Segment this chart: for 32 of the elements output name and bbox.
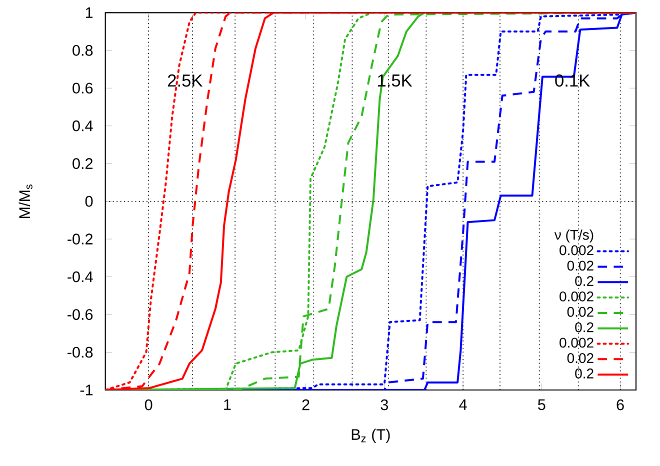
y-tick-label: 0.2 (72, 158, 93, 170)
legend-label: 0.02 (567, 353, 594, 364)
y-tick-label: 0.8 (72, 44, 93, 56)
legend-label: 0.2 (575, 276, 594, 286)
x-tick-label: 6 (616, 399, 624, 410)
annotation: 2.5K (168, 74, 203, 87)
legend-label: 0.2 (575, 368, 594, 378)
x-tick-label: 1 (224, 399, 231, 410)
x-tick-label: 2 (302, 399, 310, 410)
legend-label: 0.02 (567, 260, 594, 271)
y-tick-label: -0.8 (68, 346, 93, 358)
legend-label: 0.002 (560, 245, 594, 256)
x-tick-label: 0 (144, 399, 152, 410)
y-tick-label: -0.6 (68, 309, 93, 320)
annotation: 0.1K (555, 74, 590, 87)
x-tick-label: 4 (459, 399, 467, 410)
y-tick-label: 0.4 (72, 120, 93, 132)
legend-label: 0.002 (560, 292, 594, 302)
y-tick-label: 1 (86, 7, 93, 18)
x-tick-label: 3 (380, 399, 388, 410)
legend-title: ν (T/s) (554, 230, 594, 243)
y-tick-label: 0.6 (72, 82, 93, 94)
y-tick-label: -0.4 (68, 271, 93, 282)
legend-label: 0.02 (567, 306, 594, 317)
y-tick-label: -1 (80, 384, 93, 396)
legend-label: 0.2 (575, 322, 594, 332)
y-tick-label: 0 (85, 196, 93, 207)
x-axis-title: B$_{z}$ (T) (352, 428, 390, 443)
y-axis-title: M/M$_{s}$ (18, 184, 32, 218)
y-tick-label: -0.2 (68, 234, 93, 244)
x-tick-label: 5 (538, 399, 546, 410)
legend-label: 0.002 (560, 338, 594, 348)
